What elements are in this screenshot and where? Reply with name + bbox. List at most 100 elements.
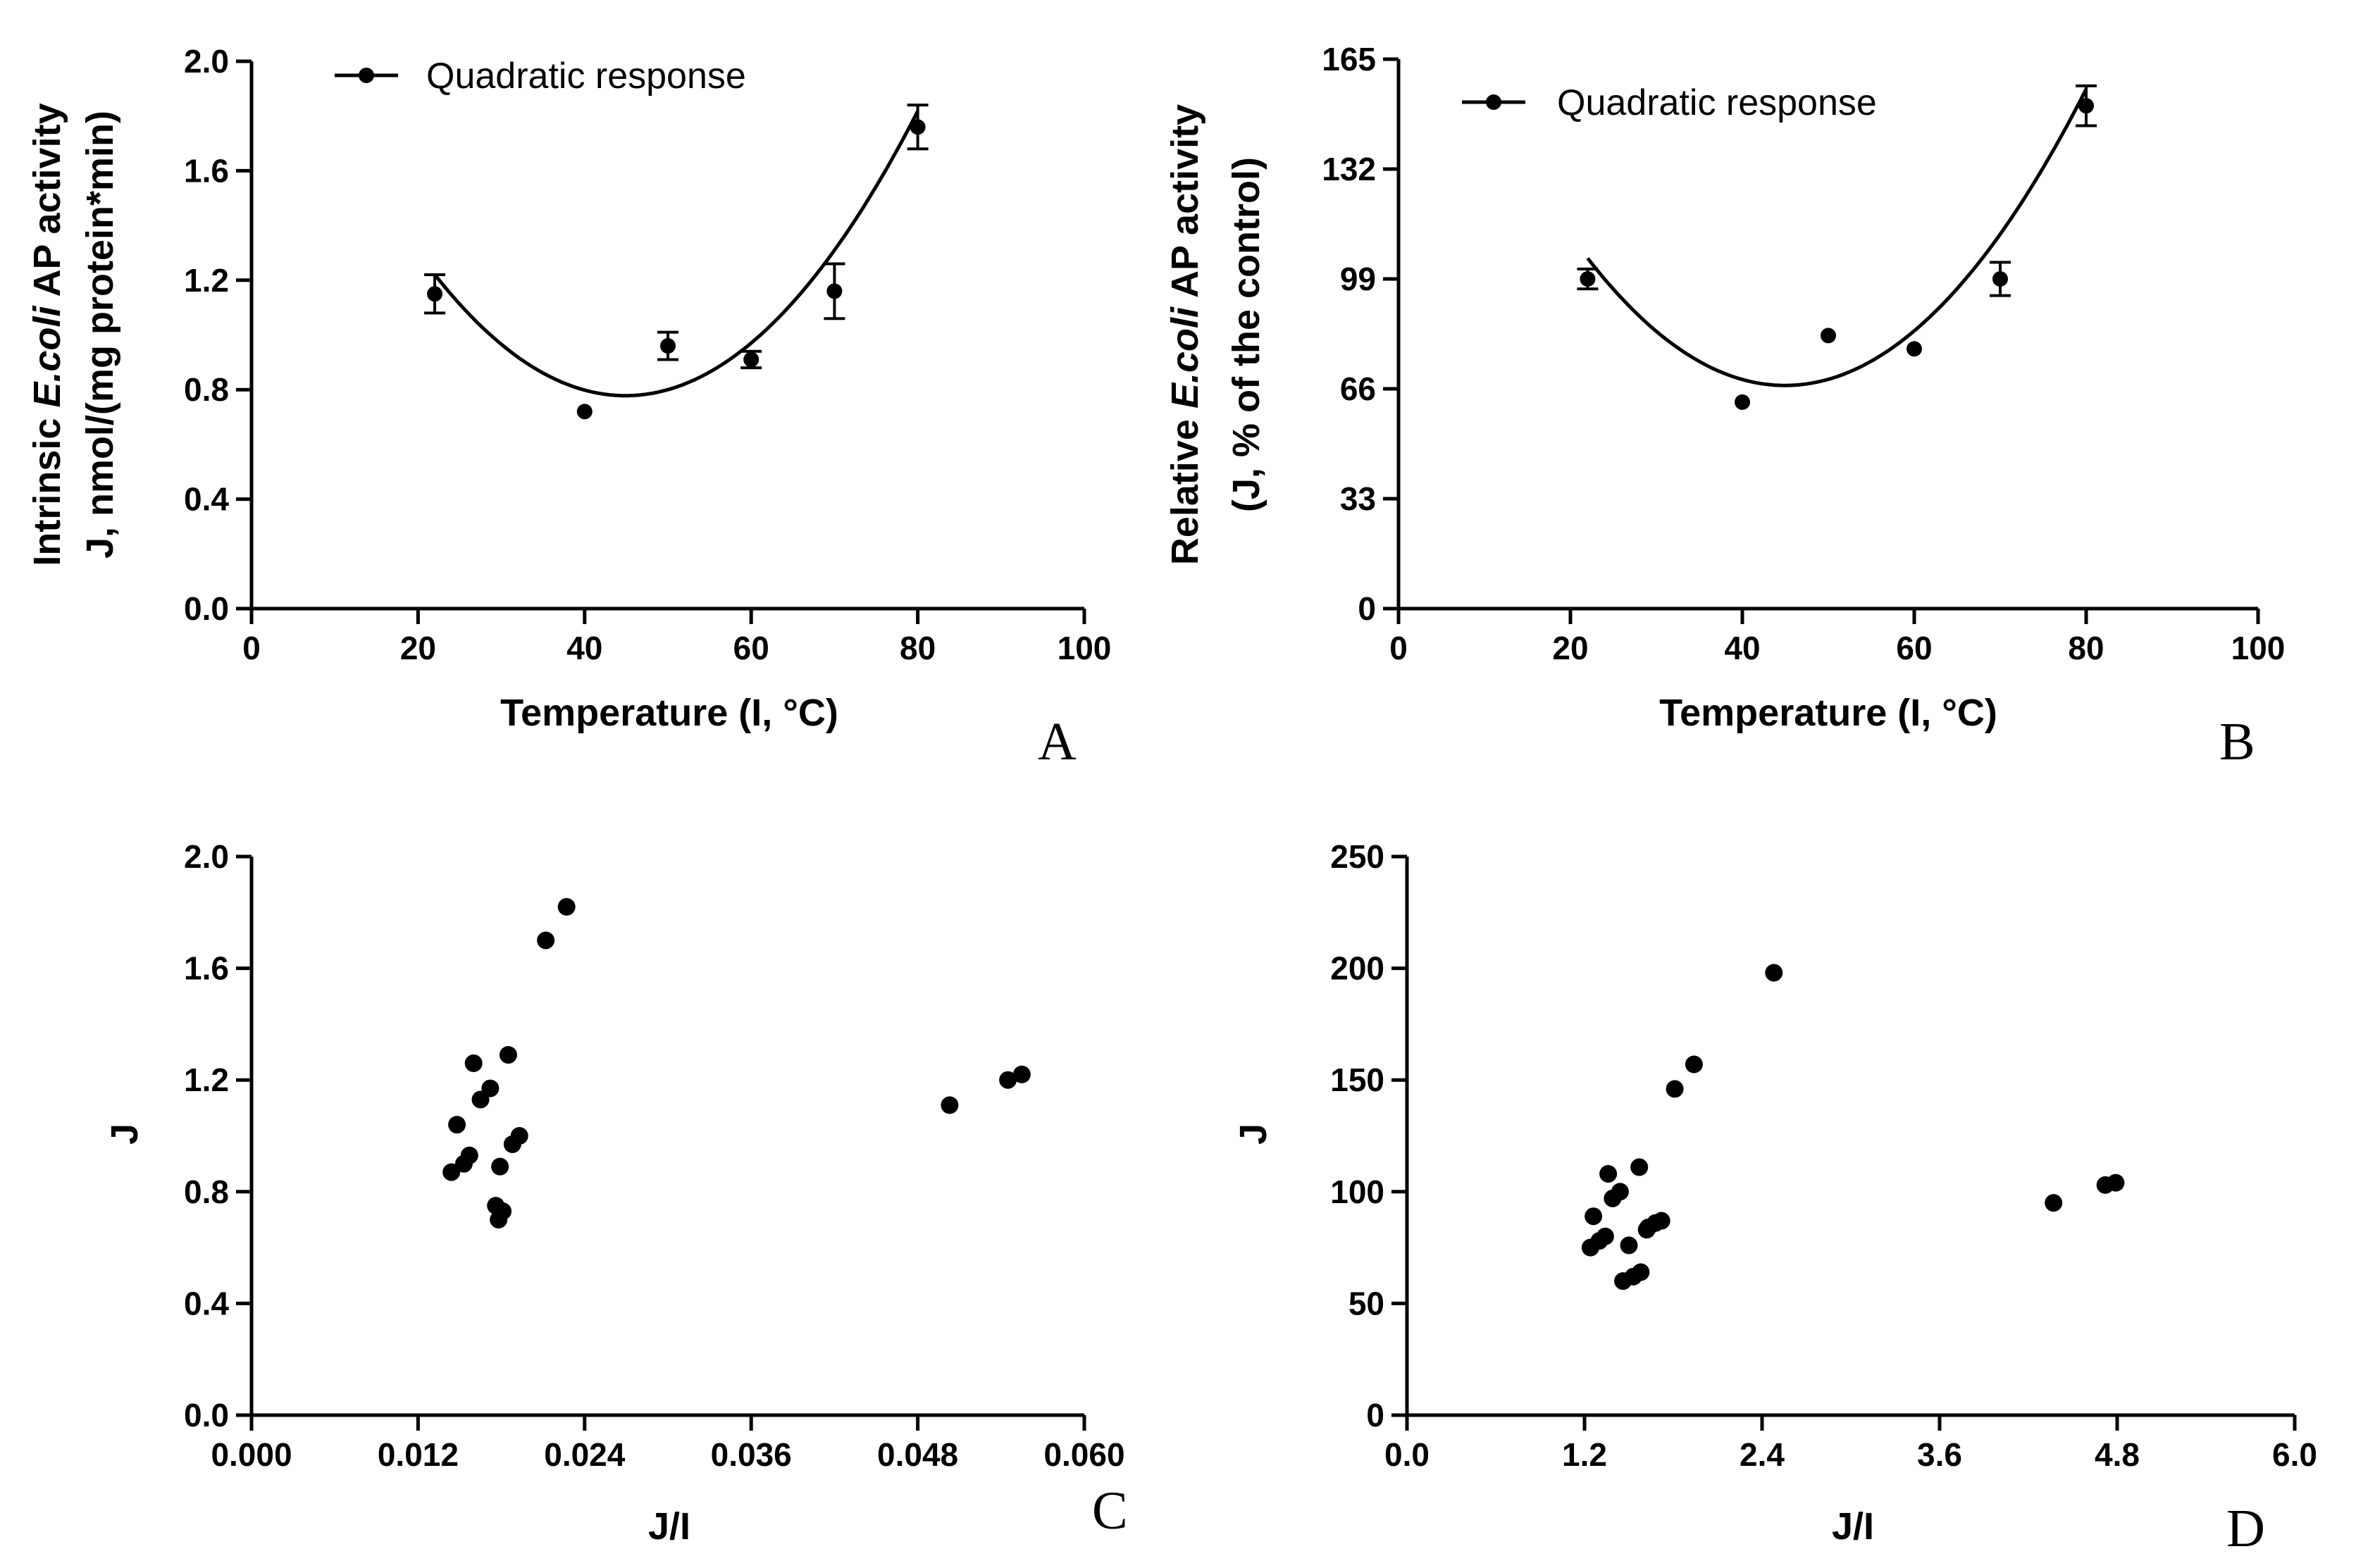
x-axis-title: J/I <box>648 1505 690 1548</box>
panel-label: B <box>2219 712 2255 771</box>
y-tick-label: 33 <box>1340 480 1376 517</box>
x-tick-label: 20 <box>400 630 436 666</box>
y-tick-label: 0.8 <box>184 1174 229 1210</box>
data-point <box>743 351 760 368</box>
y-tick-label: 1.6 <box>184 950 229 987</box>
x-tick-label: 80 <box>900 630 936 666</box>
data-point <box>427 286 443 302</box>
x-tick-label: 0.036 <box>711 1436 792 1473</box>
x-tick-label: 0.000 <box>211 1436 292 1473</box>
data-point <box>537 931 555 950</box>
y-tick-label: 1.2 <box>184 1062 229 1098</box>
data-point <box>2107 1174 2125 1192</box>
data-point <box>1735 394 1750 410</box>
x-tick-label: 0 <box>242 630 261 666</box>
data-point <box>1620 1236 1638 1255</box>
y-tick-label: 66 <box>1340 371 1376 407</box>
y-tick-label: 1.2 <box>184 262 229 299</box>
x-tick-label: 0 <box>1389 630 1408 666</box>
y-tick-label: 1.6 <box>184 152 229 189</box>
x-tick-label: 0.024 <box>544 1436 626 1473</box>
data-point <box>1580 271 1596 287</box>
y-tick-label: 150 <box>1330 1062 1384 1098</box>
y-axis-title: Relative E.coli AP activity <box>1164 104 1206 565</box>
x-axis-title: J/I <box>1832 1505 1874 1548</box>
x-tick-label: 60 <box>1896 630 1932 666</box>
data-point <box>1666 1080 1684 1098</box>
y-tick-label: 0.0 <box>184 590 229 627</box>
data-point <box>1652 1212 1670 1230</box>
data-point <box>1821 328 1836 344</box>
y-tick-label: 0 <box>1358 590 1376 627</box>
x-tick-label: 100 <box>1058 630 1112 666</box>
legend-label: Quadratic response <box>1557 82 1877 123</box>
data-point <box>910 119 926 135</box>
y-tick-label: 200 <box>1330 950 1384 987</box>
y-tick-label: 2.0 <box>184 838 229 875</box>
data-point <box>481 1079 500 1097</box>
data-point <box>1992 271 2008 287</box>
x-tick-label: 60 <box>733 630 769 666</box>
y-tick-label: 250 <box>1330 838 1384 875</box>
y-tick-label: 100 <box>1330 1174 1384 1210</box>
data-point <box>2045 1194 2063 1212</box>
y-tick-label: 50 <box>1348 1285 1384 1321</box>
y-tick-label: 0.8 <box>184 371 229 408</box>
y-tick-label: 0 <box>1366 1397 1384 1433</box>
panel-label: C <box>1092 1481 1128 1541</box>
y-axis-title: Intrinsic E.coli AP activity <box>26 103 68 566</box>
data-point <box>660 338 676 354</box>
y-axis-title: J, nmol/(mg protein*min) <box>79 111 121 559</box>
x-tick-label: 0.0 <box>1384 1436 1430 1473</box>
fit-curve <box>433 110 919 398</box>
x-tick-label: 6.0 <box>2272 1436 2317 1473</box>
legend: Quadratic response <box>1462 82 1877 123</box>
data-point <box>491 1157 509 1176</box>
data-point <box>487 1197 505 1215</box>
data-point <box>1765 964 1783 982</box>
legend-marker <box>1486 94 1501 110</box>
y-tick-label: 99 <box>1340 261 1376 297</box>
data-point <box>448 1116 466 1134</box>
x-tick-label: 40 <box>566 630 602 666</box>
y-tick-label: 0.4 <box>184 1285 229 1321</box>
x-axis-title: Temperature (I, °C) <box>1659 692 1997 734</box>
panel-label: A <box>1038 712 1077 771</box>
legend-marker <box>359 68 374 83</box>
data-point <box>2078 98 2094 114</box>
data-point <box>1012 1065 1031 1083</box>
x-tick-label: 80 <box>2068 630 2104 666</box>
chart-panel-c: 0.000 0.012 0.024 0.036 0.048 0.060 0.0 0.4 0.8 1… <box>104 838 1128 1548</box>
chart-panel-d: 0.0 1.2 2.4 3.6 4.8 6.0 0 50 100 150 200 250 J/I J D <box>1232 838 2317 1558</box>
y-tick-label: 165 <box>1322 41 1376 77</box>
data-point <box>826 283 843 299</box>
y-tick-label: 0.0 <box>184 1397 229 1433</box>
data-point <box>1632 1263 1650 1281</box>
data-point <box>1585 1207 1603 1226</box>
data-point <box>499 1046 517 1064</box>
data-point <box>464 1054 483 1072</box>
x-tick-label: 4.8 <box>2095 1436 2140 1473</box>
data-point <box>1685 1055 1703 1074</box>
y-axis-title: J <box>1232 1124 1275 1145</box>
data-point <box>1630 1158 1649 1176</box>
y-tick-label: 132 <box>1322 151 1376 187</box>
data-point <box>1611 1183 1629 1201</box>
data-point <box>557 897 576 916</box>
x-tick-label: 3.6 <box>1917 1436 1962 1473</box>
data-point <box>1906 341 1922 357</box>
x-axis-title: Temperature (I, °C) <box>500 692 838 734</box>
legend-label: Quadratic response <box>426 56 746 97</box>
y-tick-label: 2.0 <box>184 43 229 80</box>
x-tick-label: 1.2 <box>1562 1436 1607 1473</box>
chart-panel-a: 0 20 40 60 80 100 0.0 0.4 0.8 1.2 1.6 2.0 Temperatur… <box>26 43 1111 771</box>
data-point <box>1599 1164 1618 1183</box>
chart-panel-b: 0 20 40 60 80 100 0 33 66 99 132 165 Temperature (I,… <box>1164 41 2285 771</box>
legend: Quadratic response <box>335 56 746 97</box>
x-tick-label: 0.012 <box>378 1436 459 1473</box>
fit-curve <box>1586 88 2088 387</box>
y-axis-title: J <box>104 1124 146 1145</box>
data-point <box>999 1071 1017 1089</box>
x-tick-label: 0.060 <box>1043 1436 1124 1473</box>
